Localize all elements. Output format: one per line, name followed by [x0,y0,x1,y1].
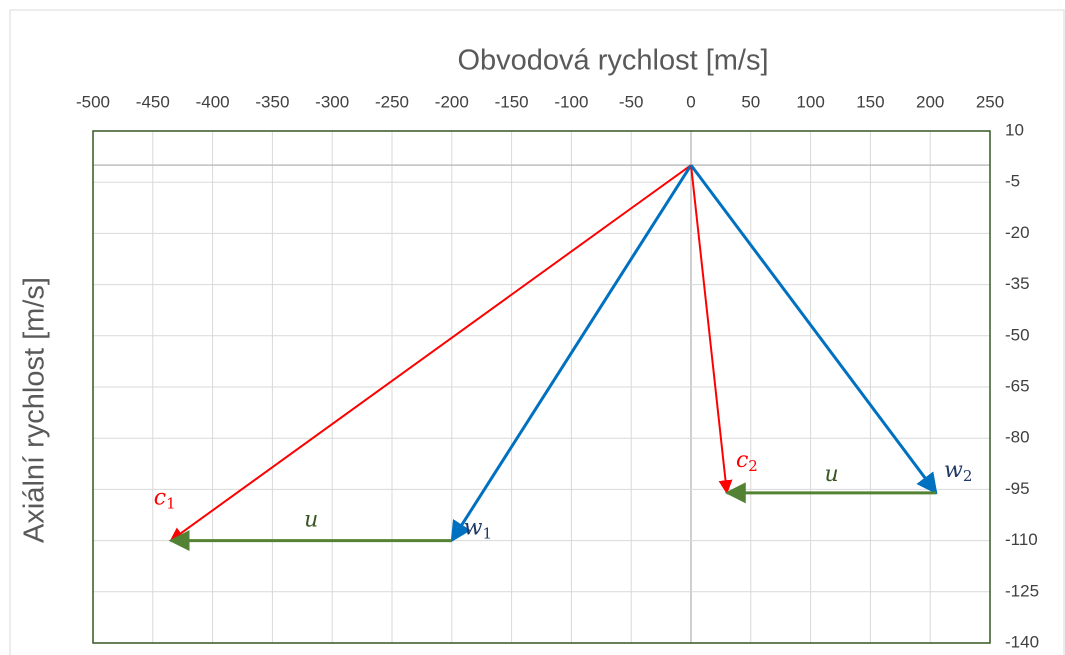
x-tick-label: -450 [136,92,170,111]
plot-border [92,130,991,644]
x-tick-label: -500 [76,92,110,111]
x-tick-label: -200 [435,92,469,111]
vector-label: w2 [944,458,972,485]
x-tick-label: -400 [196,92,230,111]
x-tick-label: -150 [495,92,529,111]
y-tick-label: -35 [1005,274,1030,293]
vector-label-sub: 1 [482,525,492,543]
vector-label-text: c [736,448,748,473]
x-tick-label: 250 [976,92,1004,111]
y-tick-label: -5 [1005,172,1020,191]
vector-label: c2 [736,448,758,475]
x-axis-title: Obvodová rychlost [m/s] [457,45,768,77]
y-tick-label: -110 [1005,530,1038,549]
x-tick-label: 0 [686,92,695,111]
vector [690,165,733,495]
y-tick-label: -20 [1005,223,1030,242]
x-tick-label: -300 [315,92,349,111]
x-tick-label: 100 [796,92,824,111]
vector-label-text: c [154,486,166,511]
vector-label-text: w [464,516,483,541]
y-tick-label: -50 [1005,325,1030,344]
y-axis-title: Axiální rychlost [m/s] [19,277,51,543]
vector-label-sub: 2 [963,467,973,485]
y-tick-label: -140 [1005,632,1039,651]
x-tick-label: -250 [375,92,409,111]
y-tick-label: 10 [1005,120,1024,139]
vector [689,164,938,495]
x-tick-label: -350 [255,92,289,111]
y-tick-label: -125 [1005,581,1039,600]
chart-border [9,9,1065,655]
vector-label: c1 [154,486,176,513]
vector-label-text: u [304,508,318,533]
vector-label-text: u [824,462,838,487]
vector-label: u [304,508,318,533]
vector-label: u [824,462,838,487]
x-tick-label: 200 [916,92,944,111]
vector-label-sub: 2 [748,457,758,475]
vector [450,164,693,543]
y-tick-label: -95 [1005,479,1030,498]
x-tick-label: -100 [554,92,588,111]
vector-label-sub: 1 [166,495,176,513]
vector [169,164,692,542]
x-tick-label: 150 [856,92,884,111]
vector-label: w1 [464,516,492,543]
y-tick-label: -65 [1005,376,1030,395]
x-tick-label: -50 [619,92,644,111]
vector-label-text: w [944,458,963,483]
x-tick-label: 50 [741,92,760,111]
y-tick-label: -80 [1005,428,1030,447]
